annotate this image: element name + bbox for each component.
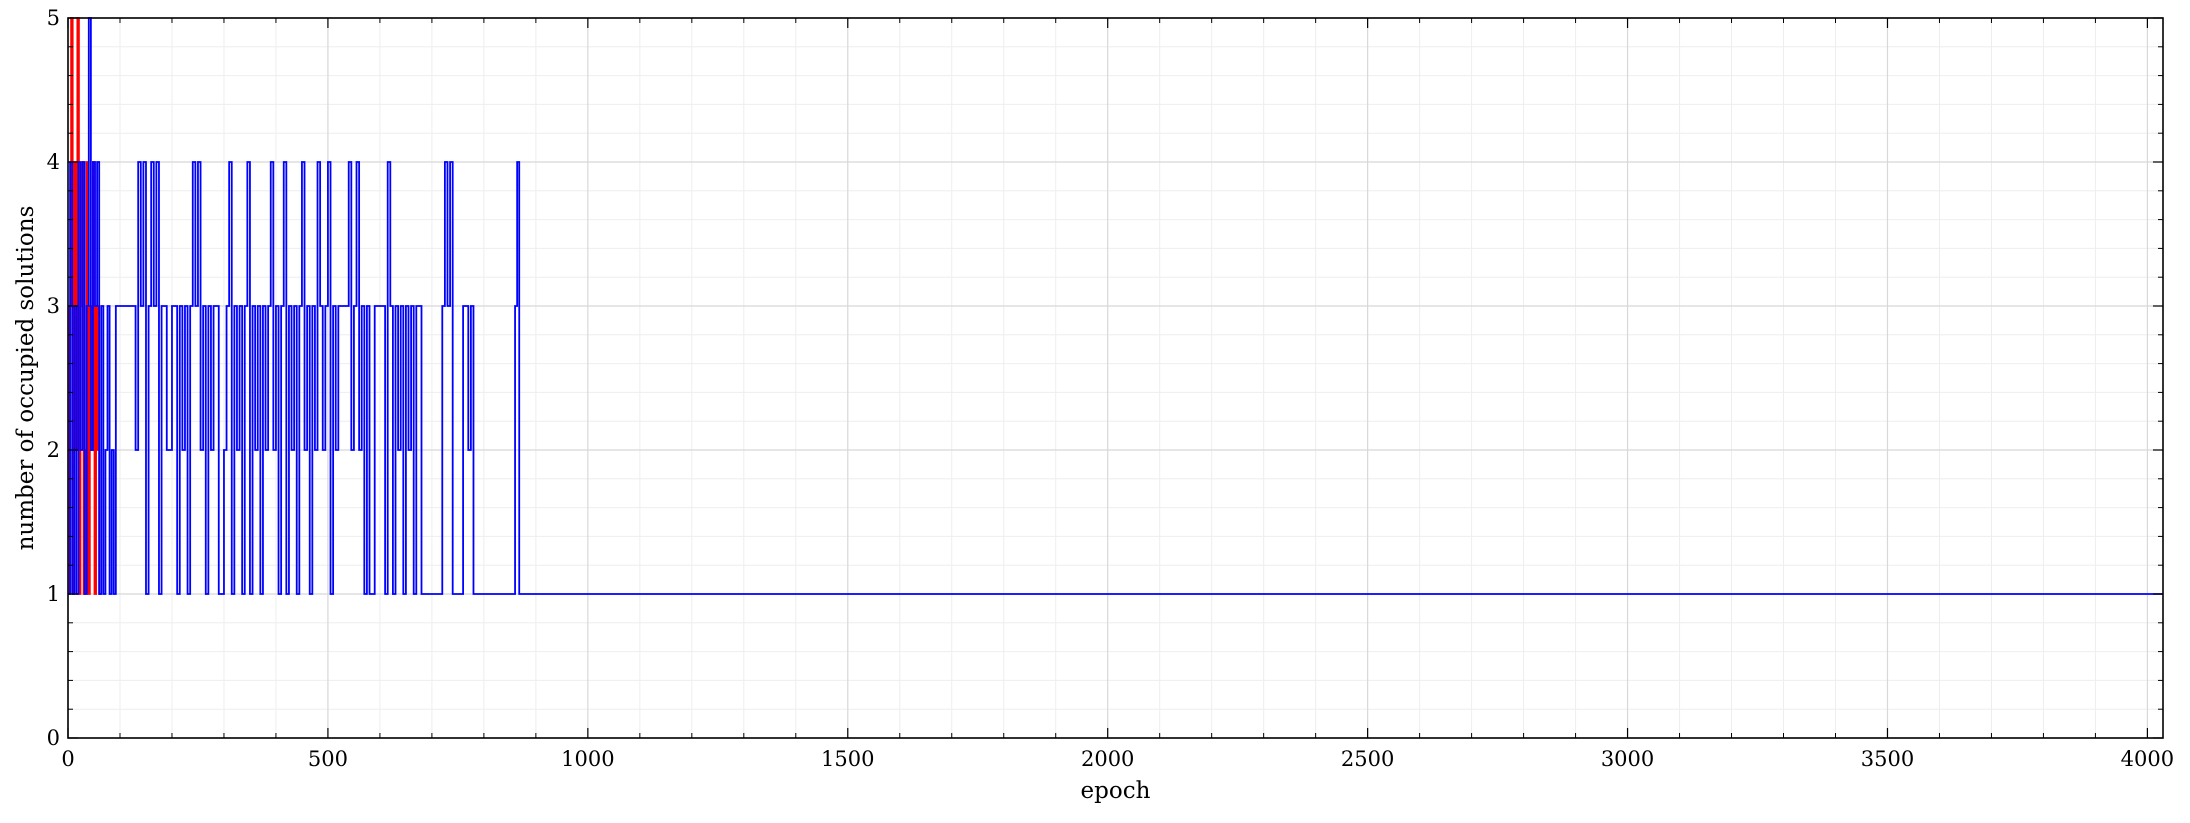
- x-tick-label: 4000: [2121, 747, 2174, 771]
- x-tick-label: 2000: [1081, 747, 1134, 771]
- x-tick-label: 3500: [1861, 747, 1914, 771]
- y-tick-label: 4: [47, 150, 60, 174]
- y-axis-title: number of occupied solutions: [13, 206, 39, 551]
- x-tick-label: 2500: [1341, 747, 1394, 771]
- y-tick-label: 3: [47, 294, 60, 318]
- x-tick-labels: 0 500 1000 1500 2000 2500 3000 3500 4000: [61, 747, 2174, 771]
- x-tick-label: 1500: [821, 747, 874, 771]
- x-tick-label: 500: [308, 747, 348, 771]
- x-tick-label: 1000: [561, 747, 614, 771]
- y-tick-labels: 0 1 2 3 4 5: [47, 6, 60, 750]
- y-tick-label: 2: [47, 438, 60, 462]
- series-line-2: [68, 17, 2163, 595]
- y-tick-label: 1: [47, 582, 60, 606]
- y-tick-label: 0: [47, 726, 60, 750]
- axis-ticks: [67, 17, 2163, 739]
- x-tick-label: 3000: [1601, 747, 1654, 771]
- major-grid: [67, 17, 2163, 739]
- y-tick-label: 5: [47, 6, 60, 30]
- x-tick-label: 0: [61, 747, 74, 771]
- plot-frame: [67, 17, 2164, 739]
- x-axis-title: epoch: [1081, 778, 1151, 804]
- minor-grid: [68, 18, 2163, 738]
